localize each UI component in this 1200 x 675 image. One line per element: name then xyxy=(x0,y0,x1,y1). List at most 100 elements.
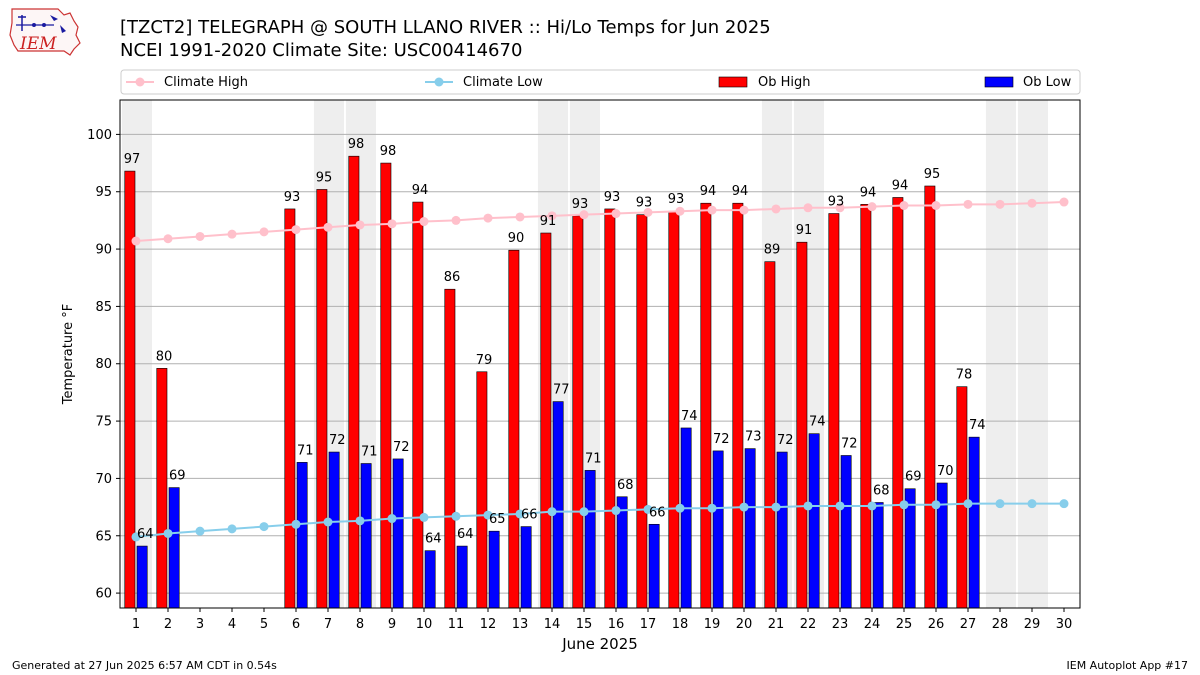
x-tick-label: 11 xyxy=(448,617,465,632)
ob-low-label: 77 xyxy=(553,383,570,398)
climate-high-point xyxy=(675,206,685,216)
ob-high-label: 80 xyxy=(156,349,173,364)
x-tick-label: 21 xyxy=(768,617,785,632)
climate-high-point xyxy=(227,229,237,239)
x-tick-label: 10 xyxy=(416,617,433,632)
x-tick-label: 5 xyxy=(260,617,268,632)
climate-high-point xyxy=(163,234,173,244)
ob-high-bar xyxy=(316,189,328,609)
y-tick-label: 95 xyxy=(95,185,112,200)
climate-low-point xyxy=(899,500,909,510)
ob-high-bar xyxy=(284,208,296,609)
climate-low-point xyxy=(419,512,429,522)
ob-low-bar xyxy=(872,502,884,609)
weekend-shade xyxy=(1017,100,1048,608)
ob-high-bar xyxy=(572,215,584,609)
climate-high-point xyxy=(579,210,589,220)
ob-high-label: 95 xyxy=(316,170,333,185)
ob-high-label: 93 xyxy=(284,190,301,205)
ob-low-label: 66 xyxy=(521,508,538,523)
ob-low-label: 74 xyxy=(681,409,698,424)
ob-high-label: 93 xyxy=(604,190,621,205)
ob-high-bar xyxy=(380,162,392,609)
x-tick-label: 18 xyxy=(672,617,689,632)
ob-high-label: 86 xyxy=(444,270,461,285)
ob-low-label: 72 xyxy=(841,436,858,451)
legend-climate-high-label: Climate High xyxy=(164,75,248,90)
ob-high-label: 91 xyxy=(540,214,557,229)
x-tick-label: 26 xyxy=(928,617,945,632)
ob-high-bar xyxy=(956,386,968,609)
y-tick-label: 90 xyxy=(95,243,112,258)
ob-low-bar xyxy=(776,451,788,609)
climate-low-point xyxy=(803,501,813,511)
x-tick-label: 29 xyxy=(1024,617,1041,632)
climate-low-point xyxy=(707,503,717,513)
climate-high-point xyxy=(803,203,813,213)
app-credit: IEM Autoplot App #17 xyxy=(1066,659,1189,672)
climate-high-point xyxy=(835,203,845,213)
ob-high-bar xyxy=(924,185,936,609)
ob-high-label: 89 xyxy=(764,243,781,258)
generated-note: Generated at 27 Jun 2025 6:57 AM CDT in … xyxy=(12,659,277,672)
ob-low-label: 71 xyxy=(585,451,602,466)
y-tick-label: 65 xyxy=(95,529,112,544)
climate-high-point xyxy=(771,204,781,214)
ob-low-bar xyxy=(168,487,180,609)
x-tick-label: 30 xyxy=(1056,617,1073,632)
y-tick-label: 60 xyxy=(95,587,112,602)
climate-low-point xyxy=(163,528,173,538)
x-tick-label: 24 xyxy=(864,617,881,632)
ob-high-label: 98 xyxy=(380,144,397,159)
climate-low-point xyxy=(1059,499,1069,509)
climate-low-point xyxy=(931,500,941,510)
ob-low-bar xyxy=(136,545,148,609)
ob-high-label: 94 xyxy=(412,183,429,198)
ob-high-bar xyxy=(700,202,712,609)
ob-low-bar xyxy=(520,526,532,609)
ob-low-label: 71 xyxy=(361,445,378,460)
climate-high-point xyxy=(195,231,205,241)
ob-high-bar xyxy=(444,288,456,609)
logo-text: IEM xyxy=(19,34,57,54)
ob-high-bar xyxy=(796,241,808,609)
legend-ob-low-swatch xyxy=(984,76,1014,88)
ob-high-label: 93 xyxy=(572,197,589,212)
ob-low-label: 70 xyxy=(937,464,954,479)
ob-high-bar xyxy=(156,368,168,609)
ob-low-bar xyxy=(744,448,756,609)
climate-high-point xyxy=(867,202,877,212)
climate-high-point xyxy=(515,212,525,222)
climate-high-point xyxy=(1027,198,1037,208)
ob-high-bar xyxy=(604,208,616,609)
ob-low-label: 65 xyxy=(489,512,506,527)
ob-high-label: 93 xyxy=(668,192,685,207)
ob-low-bar xyxy=(968,436,980,609)
climate-low-point xyxy=(835,501,845,511)
chart-subtitle: NCEI 1991-2020 Climate Site: USC00414670 xyxy=(120,40,523,61)
x-tick-label: 9 xyxy=(388,617,396,632)
climate-low-point xyxy=(451,511,461,521)
ob-high-bar xyxy=(668,210,680,609)
climate-low-point xyxy=(995,499,1005,509)
x-axis-title: June 2025 xyxy=(561,635,638,653)
climate-high-point xyxy=(387,219,397,229)
ob-low-bar xyxy=(584,470,596,609)
x-tick-label: 14 xyxy=(544,617,561,632)
x-tick-label: 28 xyxy=(992,617,1009,632)
x-tick-label: 16 xyxy=(608,617,625,632)
x-tick-label: 25 xyxy=(896,617,913,632)
ob-low-bar xyxy=(712,450,724,609)
ob-low-bar xyxy=(296,462,308,609)
ob-low-label: 71 xyxy=(297,443,314,458)
ob-high-bar xyxy=(124,170,136,609)
climate-high-point xyxy=(739,205,749,215)
x-tick-label: 13 xyxy=(512,617,529,632)
climate-low-point xyxy=(291,519,301,529)
y-tick-label: 100 xyxy=(87,128,112,143)
climate-high-point xyxy=(707,205,717,215)
ob-low-bar xyxy=(360,463,372,609)
x-tick-label: 3 xyxy=(196,617,204,632)
chart-title: [TZCT2] TELEGRAPH @ SOUTH LLANO RIVER ::… xyxy=(120,17,771,38)
